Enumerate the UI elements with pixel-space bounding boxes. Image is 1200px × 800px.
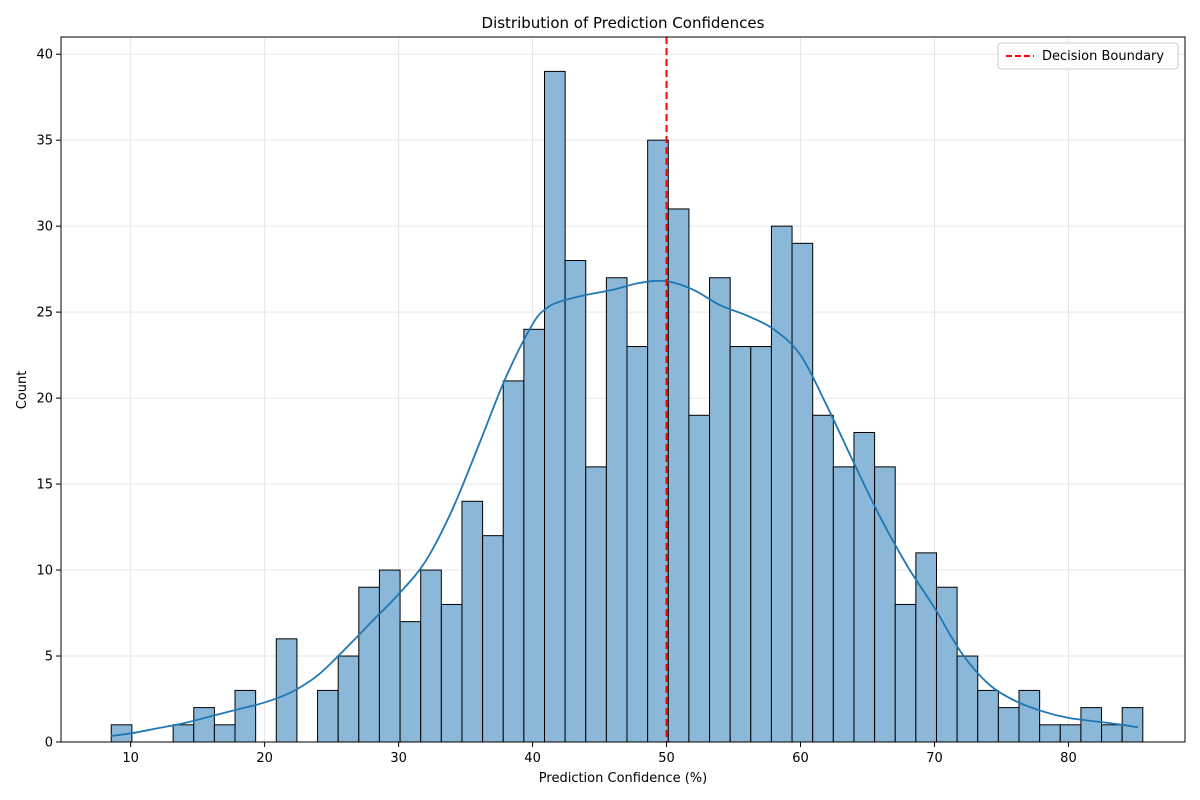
histogram-bar — [193, 707, 215, 743]
histogram-bar — [1018, 689, 1041, 743]
histogram-bar — [337, 655, 360, 743]
histogram-bar — [502, 380, 525, 743]
histogram-bar — [213, 724, 236, 743]
histogram-bar — [997, 707, 1020, 743]
histogram-bar — [234, 689, 257, 743]
x-tick-label: 50 — [658, 751, 675, 766]
histogram-bar — [461, 500, 484, 743]
y-tick-label: 5 — [45, 650, 53, 665]
x-axis-ticks: 10 20 30 40 50 60 70 80 — [122, 742, 1077, 766]
y-tick-label: 0 — [45, 736, 53, 751]
histogram-bar — [440, 603, 463, 743]
histogram-bar — [420, 569, 442, 743]
histogram-bar — [791, 242, 814, 743]
x-tick-label: 20 — [256, 751, 273, 766]
y-tick-label: 40 — [36, 48, 53, 63]
histogram-bar — [750, 346, 772, 743]
y-tick-label: 30 — [36, 220, 53, 235]
kde-line — [110, 279, 1139, 737]
histogram-bar — [729, 346, 752, 743]
histogram-bar — [770, 225, 793, 743]
histogram-bar — [977, 689, 999, 743]
chart-title: Distribution of Prediction Confidences — [482, 14, 765, 32]
x-tick-label: 10 — [122, 751, 139, 766]
plot-frame — [60, 36, 1186, 743]
y-tick-label: 20 — [36, 392, 53, 407]
histogram-bar — [853, 431, 876, 743]
histogram-bar — [874, 466, 896, 743]
histogram-bar — [894, 603, 917, 743]
histogram-bar — [358, 586, 380, 743]
histogram-bar — [1101, 724, 1123, 743]
legend-box — [997, 42, 1179, 70]
histogram-bar — [709, 277, 731, 743]
y-tick-label: 15 — [36, 478, 53, 493]
y-tick-label: 10 — [36, 564, 53, 579]
histogram-bar — [688, 414, 711, 743]
x-tick-label: 70 — [926, 751, 943, 766]
y-axis-label: Count — [15, 371, 30, 410]
legend: Decision Boundary — [997, 42, 1179, 70]
histogram-bar — [482, 535, 504, 743]
histogram-bar — [915, 552, 937, 743]
histogram-bar — [1080, 707, 1103, 743]
histogram-bar — [564, 260, 587, 743]
legend-label: Decision Boundary — [1042, 49, 1164, 64]
histogram-bar — [626, 346, 649, 743]
x-tick-label: 60 — [792, 751, 809, 766]
y-tick-label: 25 — [36, 306, 53, 321]
histogram-bar — [647, 139, 669, 743]
histogram-bar — [543, 70, 566, 743]
x-tick-label: 40 — [524, 751, 541, 766]
histogram-bar — [832, 466, 855, 743]
histogram-bar — [172, 724, 195, 743]
histogram-bars — [110, 70, 1144, 743]
kde-curve — [110, 279, 1139, 737]
histogram-bar — [812, 414, 834, 743]
x-axis-label: Prediction Confidence (%) — [539, 771, 707, 786]
histogram-bar — [523, 328, 545, 743]
histogram-bar — [585, 466, 607, 743]
x-tick-label: 30 — [390, 751, 407, 766]
histogram-bar — [1039, 724, 1061, 743]
x-tick-label: 80 — [1060, 751, 1077, 766]
histogram-bar — [605, 277, 628, 743]
histogram-bar — [935, 586, 958, 743]
y-tick-label: 35 — [36, 134, 53, 149]
histogram-bar — [667, 208, 690, 743]
histogram-bar — [1059, 724, 1082, 743]
histogram-bar — [399, 621, 422, 743]
histogram-bar — [317, 689, 339, 743]
y-axis-ticks: 0 5 10 15 20 25 30 35 40 — [36, 48, 61, 751]
